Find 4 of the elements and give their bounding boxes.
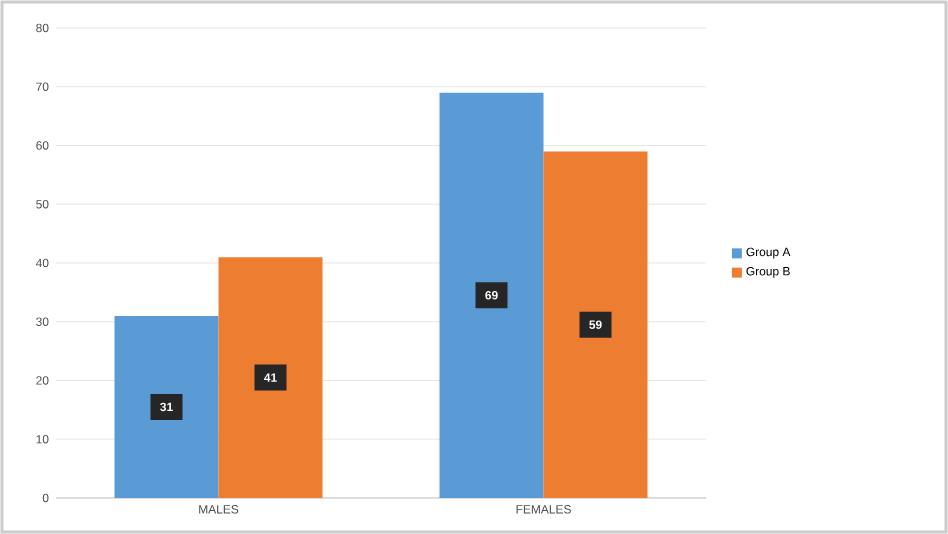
bar bbox=[439, 92, 544, 498]
bar bbox=[218, 257, 323, 498]
bar bbox=[114, 315, 219, 498]
bar bbox=[543, 151, 648, 498]
